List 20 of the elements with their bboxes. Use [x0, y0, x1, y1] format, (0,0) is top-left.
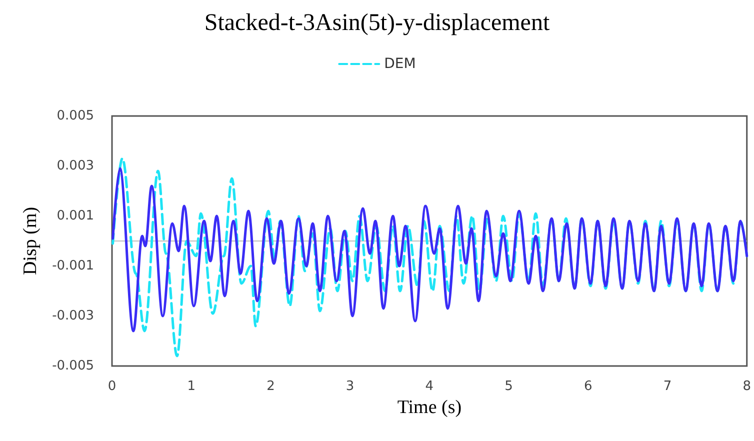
y-tick-label: -0.005 [52, 358, 94, 374]
chart-title: Stacked-t-3Asin(5t)-y-displacement [204, 10, 550, 36]
x-tick-label: 6 [584, 379, 592, 394]
legend-label: DEM [384, 56, 416, 72]
y-tick-label: -0.003 [52, 308, 94, 324]
y-axis-title: Disp (m) [20, 206, 41, 276]
y-tick-label: -0.001 [52, 258, 94, 274]
x-tick-label: 2 [266, 379, 275, 394]
x-tick-label: 8 [742, 379, 752, 394]
x-axis-title: Time (s) [397, 396, 462, 418]
x-tick-label: 3 [346, 379, 354, 394]
x-tick-label: 7 [663, 379, 672, 394]
line-series [112, 167, 748, 332]
y-tick-label: 0.005 [56, 108, 94, 124]
y-tick-label: 0.001 [56, 208, 94, 224]
y-tick-label: 0.003 [56, 158, 94, 174]
x-tick-label: 0 [108, 379, 116, 394]
x-tick-label: 5 [504, 379, 513, 394]
x-tick-label: 4 [425, 379, 434, 394]
x-tick-label: 1 [187, 379, 196, 394]
